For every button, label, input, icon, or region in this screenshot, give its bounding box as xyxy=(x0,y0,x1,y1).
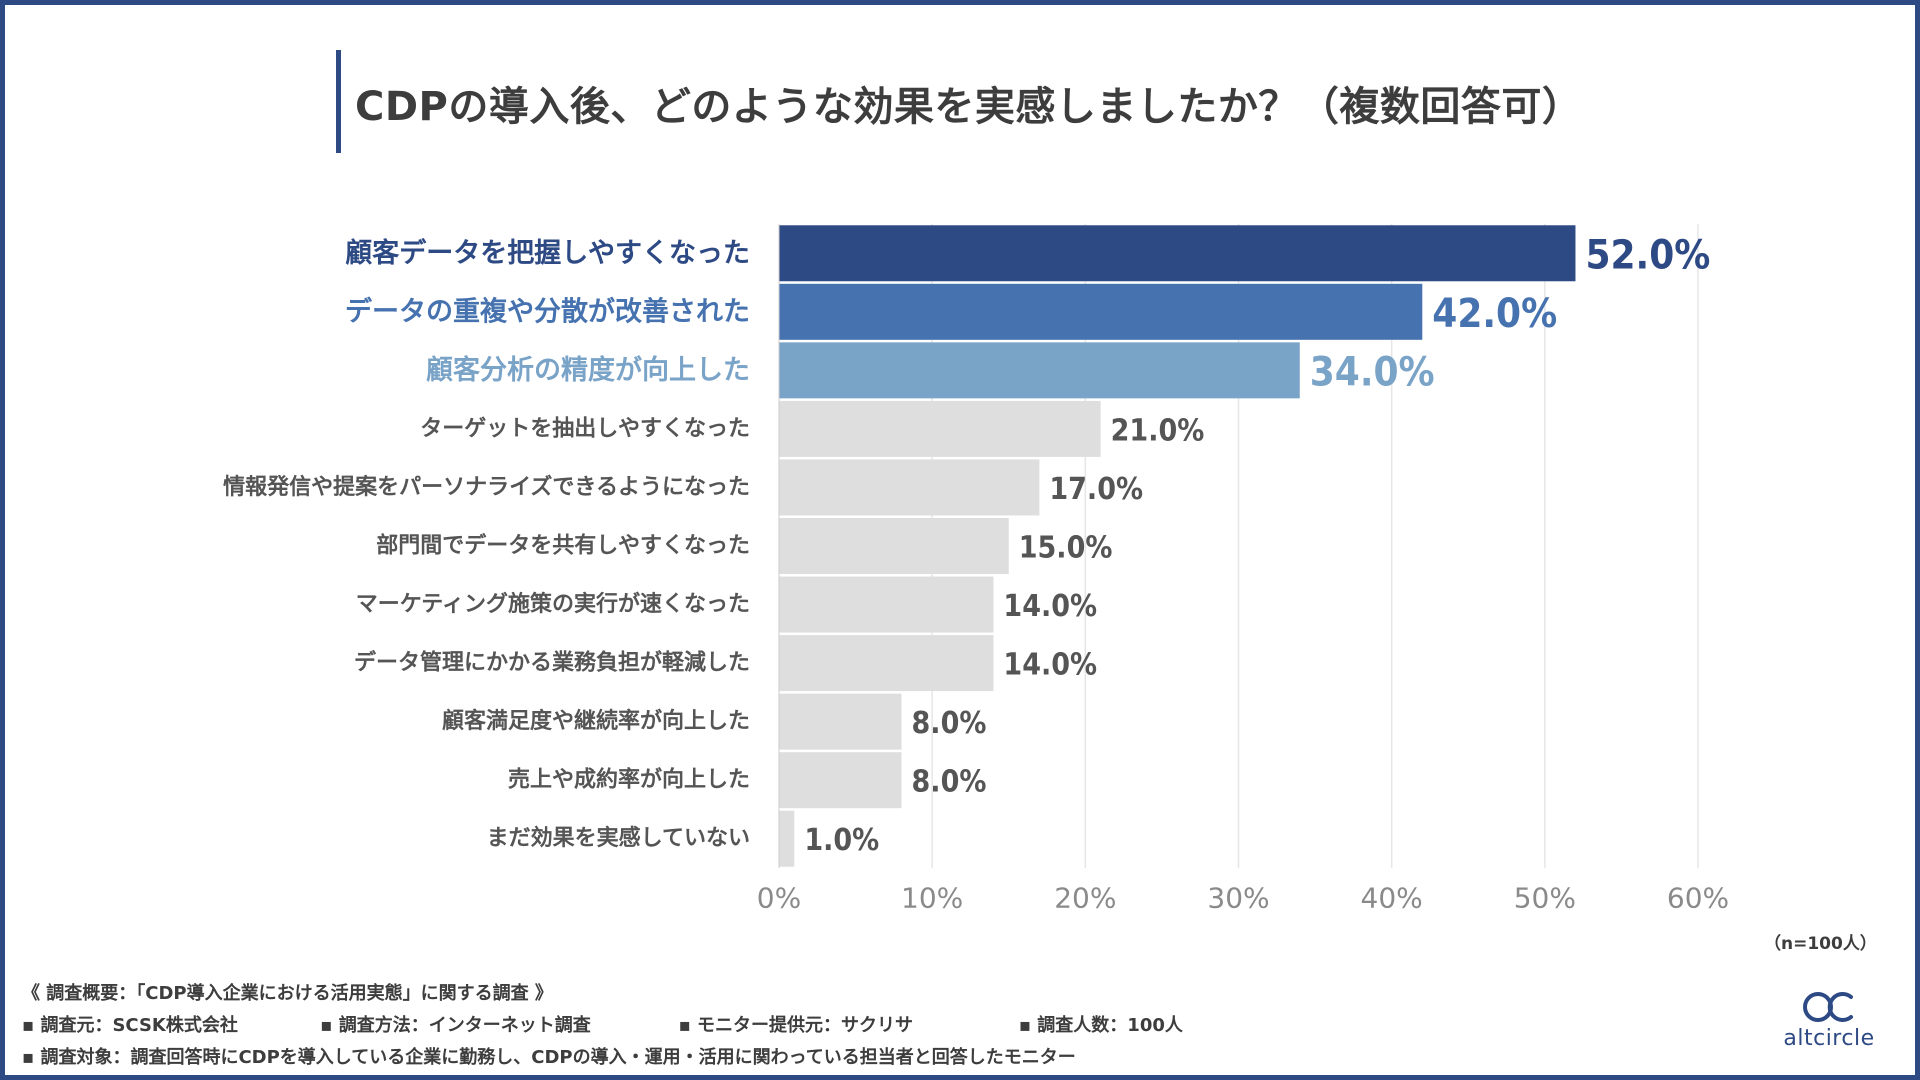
bar xyxy=(779,283,1423,340)
value-label: 21.0% xyxy=(1111,413,1205,448)
x-tick-label: 30% xyxy=(1207,882,1269,915)
x-tick-label: 20% xyxy=(1054,882,1116,915)
value-label: 52.0% xyxy=(1585,232,1710,278)
altcircle-logo: altcircle xyxy=(1770,990,1888,1056)
bar xyxy=(779,518,1009,574)
category-label: データ管理にかかる業務負担が軽減した xyxy=(354,650,750,676)
category-label: 売上や成約率が向上した xyxy=(508,767,750,793)
survey-target: ▪ 調査対象：調査回答時にCDPを導入している企業に勤務し、CDPの導入・運用・… xyxy=(22,1047,1076,1068)
value-label: 1.0% xyxy=(804,823,879,858)
x-tick-label: 50% xyxy=(1514,882,1576,915)
title-accent-bar xyxy=(336,50,341,153)
category-label: 部門間でデータを共有しやすくなった xyxy=(376,533,750,559)
category-label: 情報発信や提案をパーソナライズできるようになった xyxy=(223,474,750,500)
survey-source: ▪ 調査元：SCSK株式会社 xyxy=(22,1015,238,1036)
survey-details-row: ▪ 調査元：SCSK株式会社 ▪ 調査方法：インターネット調査 ▪ モニター提供… xyxy=(22,1010,1183,1042)
survey-footer: 《 調査概要：「CDP導入企業における活用実態」に関する調査 》 ▪ 調査元：S… xyxy=(22,978,1183,1074)
altcircle-logo-icon xyxy=(1803,992,1853,1022)
value-label: 8.0% xyxy=(912,765,987,800)
bar xyxy=(779,225,1576,282)
category-label: データの重複や分散が改善された xyxy=(345,295,750,327)
logo-text: altcircle xyxy=(1783,1026,1875,1051)
survey-sample-count: ▪ 調査人数：100人 xyxy=(1018,1015,1183,1036)
value-label: 14.0% xyxy=(1003,648,1097,683)
value-label: 42.0% xyxy=(1432,291,1557,337)
value-label: 17.0% xyxy=(1049,472,1143,507)
value-label: 34.0% xyxy=(1310,349,1435,395)
survey-method: ▪ 調査方法：インターネット調査 xyxy=(320,1015,591,1036)
x-tick-label: 60% xyxy=(1667,882,1729,915)
bar xyxy=(779,693,902,750)
bar xyxy=(779,752,902,809)
category-label: 顧客満足度や継続率が向上した xyxy=(442,708,750,734)
survey-monitor-provider: ▪ モニター提供元：サクリサ xyxy=(678,1015,914,1036)
bar xyxy=(779,635,994,692)
category-label: ターゲットを抽出しやすくなった xyxy=(420,416,750,441)
value-label: 15.0% xyxy=(1019,531,1113,566)
x-tick-label: 10% xyxy=(901,882,963,915)
category-label: 顧客分析の精度が向上した xyxy=(426,354,750,386)
page-title: CDPの導入後、どのような効果を実感しましたか？（複数回答可） xyxy=(355,84,1583,130)
bar xyxy=(779,459,1040,516)
bar xyxy=(779,576,994,633)
bar xyxy=(779,810,795,867)
sample-size-note: （n=100人） xyxy=(1764,934,1877,954)
value-label: 8.0% xyxy=(912,706,987,741)
bar xyxy=(779,342,1300,399)
bar xyxy=(779,400,1101,457)
survey-overview: 《 調査概要：「CDP導入企業における活用実態」に関する調査 》 xyxy=(22,983,553,1004)
category-label: 顧客データを把握しやすくなった xyxy=(345,237,750,269)
category-label: マーケティング施策の実行が速くなった xyxy=(356,591,750,617)
x-tick-label: 0% xyxy=(757,882,801,915)
value-label: 14.0% xyxy=(1003,589,1097,624)
category-label: まだ効果を実感していない xyxy=(487,825,750,851)
x-tick-label: 40% xyxy=(1361,882,1423,915)
